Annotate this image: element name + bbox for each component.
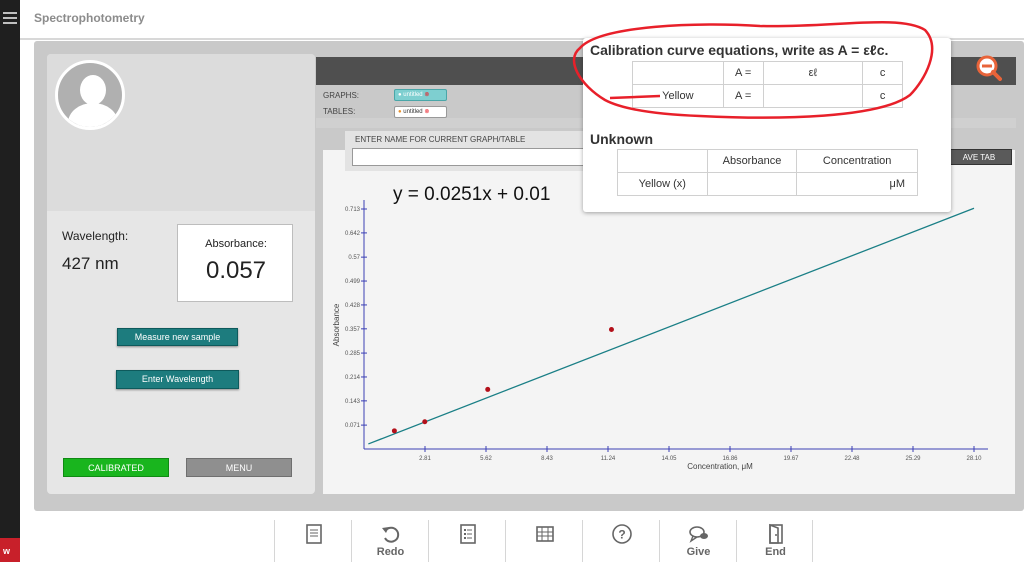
calibrated-button[interactable]: CALIBRATED: [63, 458, 169, 477]
help-icon: ?: [612, 524, 632, 544]
unk-row-name: Yellow (x): [617, 172, 708, 196]
cal-row-name: Yellow: [632, 84, 724, 108]
zoom-out-icon[interactable]: [976, 55, 1002, 81]
absorbance-label: Absorbance:: [205, 238, 267, 250]
tables-label: TABLES:: [323, 107, 356, 116]
redo-button[interactable]: Redo: [351, 520, 428, 562]
unknown-concentration-input[interactable]: μM: [796, 172, 918, 196]
unk-header-cell: [617, 149, 708, 173]
calibration-table: A = εℓ c Yellow A = c: [632, 61, 903, 108]
wavelength-value: 427 nm: [62, 254, 119, 273]
name-entry-label: ENTER NAME FOR CURRENT GRAPH/TABLE: [355, 135, 526, 144]
table-tab-untitled[interactable]: ● untitled ⊗: [394, 106, 447, 118]
wavelength-label: Wavelength:: [62, 229, 129, 243]
save-tab-button[interactable]: AVE TAB: [946, 149, 1012, 165]
epsilon-l-input[interactable]: [762, 84, 864, 108]
close-icon[interactable]: ⊗: [424, 92, 430, 98]
cal-header-cell: c: [862, 61, 903, 85]
redo-icon: [382, 526, 400, 543]
hamburger-menu-icon[interactable]: [3, 12, 17, 27]
unk-header-cell: Absorbance: [706, 149, 798, 173]
table-icon: [536, 526, 554, 542]
menu-button[interactable]: MENU: [186, 458, 292, 477]
chat-icon: [689, 526, 708, 543]
graph-tab-untitled[interactable]: ● untitled ⊗: [394, 89, 447, 101]
graph-name-input[interactable]: [352, 148, 590, 166]
svg-text:?: ?: [618, 528, 625, 542]
absorbance-display: Absorbance: 0.057: [177, 224, 293, 302]
measure-new-sample-button[interactable]: Measure new sample: [117, 328, 238, 346]
procedure-button[interactable]: [428, 520, 505, 562]
unk-header-cell: Concentration: [796, 149, 918, 173]
give-feedback-button[interactable]: Give: [659, 520, 736, 562]
document-icon: [306, 524, 322, 544]
app-title: Spectrophotometry: [34, 11, 145, 25]
data-table-button[interactable]: [505, 520, 582, 562]
graphs-label: GRAPHS:: [323, 91, 360, 100]
notebook-button[interactable]: [274, 520, 351, 562]
cal-header-cell: [632, 61, 724, 85]
cal-header-cell: εℓ: [762, 61, 864, 85]
header-divider: [20, 38, 1024, 40]
exit-door-icon: [769, 523, 783, 544]
cal-row-a: A =: [722, 84, 764, 108]
end-button[interactable]: End: [736, 520, 813, 562]
bottom-toolbar: Redo ? Give End: [274, 520, 814, 562]
cal-header-cell: A =: [722, 61, 764, 85]
close-icon[interactable]: ⊗: [424, 109, 430, 115]
unknown-absorbance-input[interactable]: [706, 172, 798, 196]
list-icon: [460, 524, 476, 544]
help-button[interactable]: ?: [582, 520, 659, 562]
unknown-title: Unknown: [590, 131, 653, 147]
left-sidebar: w: [0, 0, 20, 562]
unknown-table: Absorbance Concentration Yellow (x) μM: [617, 149, 918, 196]
side-badge[interactable]: w: [0, 538, 20, 562]
enter-wavelength-button[interactable]: Enter Wavelength: [116, 370, 239, 389]
user-avatar-icon: [55, 60, 125, 130]
absorbance-value: 0.057: [205, 257, 267, 284]
calibration-popup-title: Calibration curve equations, write as A …: [590, 42, 889, 58]
cal-row-c: c: [862, 84, 903, 108]
